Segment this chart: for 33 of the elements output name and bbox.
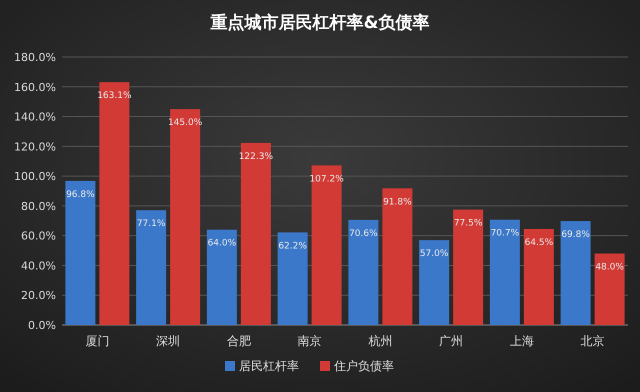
- data-label: 64.5%: [524, 238, 554, 248]
- data-label: 77.5%: [454, 218, 483, 229]
- y-tick-label: 180.0%: [14, 51, 56, 64]
- chart-title: 重点城市居民杠杆率&负债率: [210, 13, 430, 33]
- y-tick-label: 100.0%: [14, 170, 56, 184]
- x-tick-label: 北京: [580, 334, 605, 348]
- y-tick-label: 80.0%: [21, 200, 56, 213]
- y-tick-label: 120.0%: [14, 140, 56, 154]
- y-tick-label: 160.0%: [14, 80, 56, 94]
- data-label: 57.0%: [420, 249, 449, 260]
- data-label: 69.8%: [561, 230, 590, 240]
- data-label: 64.0%: [208, 238, 237, 249]
- data-label: 77.1%: [136, 219, 166, 230]
- x-tick-label: 合肥: [226, 334, 251, 348]
- y-tick-label: 20.0%: [21, 289, 56, 302]
- y-tick-label: 40.0%: [21, 259, 56, 272]
- x-tick-label: 杭州: [367, 334, 392, 348]
- x-tick-label: 上海: [510, 334, 534, 348]
- data-label: 96.8%: [66, 190, 96, 200]
- data-label: 48.0%: [595, 262, 624, 273]
- data-label: 70.6%: [349, 228, 378, 239]
- x-tick-label: 广州: [439, 334, 464, 348]
- x-tick-label: 南京: [298, 334, 322, 348]
- x-tick-label: 深圳: [156, 334, 180, 348]
- y-tick-label: 140.0%: [14, 110, 56, 124]
- legend-label: 住户负债率: [333, 359, 394, 373]
- data-label: 62.2%: [278, 241, 308, 252]
- x-tick-label: 厦门: [85, 334, 110, 348]
- legend-label: 居民杠杆率: [239, 359, 299, 373]
- y-tick-label: 60.0%: [21, 230, 56, 243]
- data-label: 91.8%: [383, 197, 412, 208]
- data-label: 70.7%: [490, 228, 520, 239]
- y-tick-label: 0.0%: [28, 319, 56, 332]
